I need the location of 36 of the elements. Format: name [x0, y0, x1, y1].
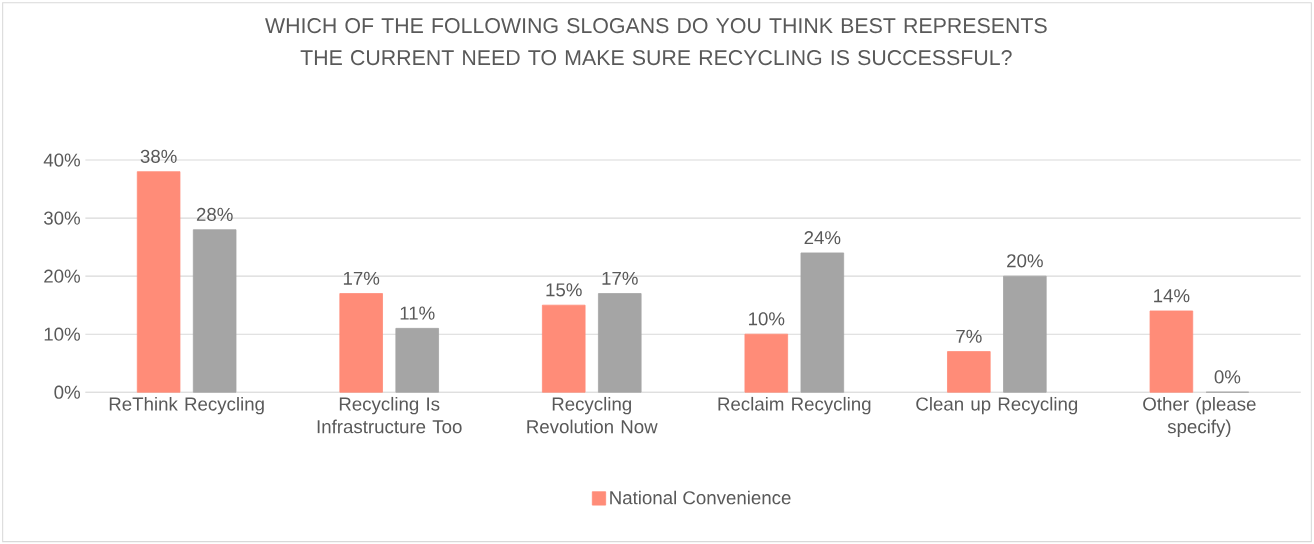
data-label: 0%: [1214, 370, 1241, 384]
bar: [744, 333, 789, 393]
data-label: 7%: [956, 329, 982, 343]
data-label: 17%: [343, 271, 380, 285]
x-tick-label: Recycling Is Infrastructure Too: [317, 396, 462, 434]
bar: [395, 327, 439, 393]
x-tick-label: Recycling Revolution Now: [527, 396, 658, 434]
bar: [1149, 310, 1194, 393]
y-tick-label: 30%: [44, 211, 80, 225]
bar: [192, 229, 237, 393]
x-tick-label: ReThink Recycling: [109, 396, 264, 415]
data-label: 15%: [546, 283, 582, 297]
chart-title: WHICH OF THE FOLLOWING SLOGANS DO YOU THINK BEST REPRESENTS THE CURRENT NEED TO MAKE SURE RECYCLING IS SUCCESSFUL?: [265, 17, 1047, 66]
data-label: 20%: [1007, 254, 1043, 268]
y-tick-label: 20%: [44, 269, 80, 283]
y-tick-label: 10%: [44, 327, 80, 341]
bar: [598, 293, 642, 393]
data-label: 17%: [602, 271, 638, 285]
bar: [947, 351, 991, 393]
y-tick-label: 40%: [43, 153, 80, 167]
x-tick-label: Clean up Recycling: [916, 396, 1078, 415]
legend-label: National Convenience: [610, 490, 791, 505]
data-label: 28%: [196, 207, 233, 221]
bar: [800, 252, 845, 393]
bar: [136, 171, 181, 393]
data-label: 14%: [1154, 289, 1190, 303]
data-label: 10%: [749, 312, 785, 326]
bar: [541, 304, 586, 393]
data-label: 38%: [140, 149, 177, 163]
bar: [1003, 275, 1047, 393]
bar: [339, 293, 383, 393]
x-tick-label: Other (please specify): [1143, 396, 1256, 437]
x-tick-label: Reclaim Recycling: [718, 396, 871, 415]
y-tick-label: 0%: [54, 385, 80, 399]
data-label: 24%: [804, 230, 841, 245]
data-label: 11%: [400, 306, 435, 320]
